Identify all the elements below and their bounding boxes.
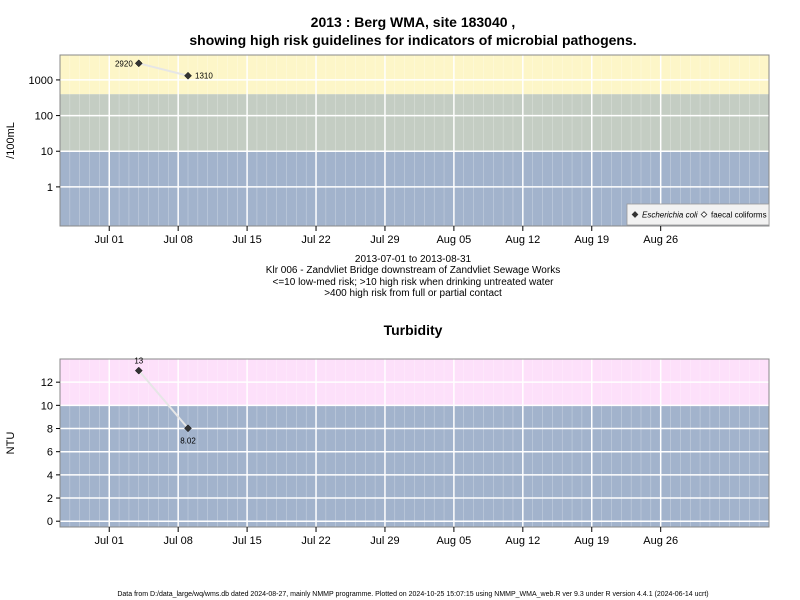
legend-box <box>626 203 770 226</box>
x-tick-label: Jul 22 <box>301 535 330 547</box>
series-line <box>138 369 189 429</box>
turbidity-title: Turbidity <box>384 322 443 338</box>
data-point <box>184 424 192 433</box>
data-label: 2920 <box>115 59 133 68</box>
x-tick-label: Jul 01 <box>95 234 124 246</box>
y-tick-label: 1 <box>47 182 53 194</box>
plot-frame <box>59 358 770 528</box>
x-tick-label: Jul 29 <box>370 234 399 246</box>
x-tick-label: Jul 22 <box>301 234 330 246</box>
legend-open-diamond-icon <box>700 211 708 218</box>
legend-filled-diamond-icon <box>631 211 639 218</box>
x-tick-label: Jul 08 <box>163 234 192 246</box>
plot-frame <box>59 54 770 227</box>
y-tick-label: 2 <box>47 493 53 505</box>
legend-entry-label: faecal coliforms <box>711 211 767 220</box>
x-tick-label: Aug 19 <box>574 535 609 547</box>
x-tick-label: Aug 12 <box>505 535 540 547</box>
data-label: 13 <box>134 357 143 366</box>
caption-line2: Klr 006 - Zandvliet Bridge downstream of… <box>266 265 560 276</box>
x-tick-label: Jul 08 <box>163 535 192 547</box>
series-line <box>138 62 189 77</box>
y-tick-label: 100 <box>35 111 53 123</box>
microbial-panel: 1 10 100 1000 Jul 01 Jul 08 Jul 15 Jul 22 Jul 29… <box>5 54 770 246</box>
data-point <box>134 59 143 68</box>
caption-line1: 2013-07-01 to 2013-08-31 <box>355 254 472 265</box>
chart-title-line2: showing high risk guidelines for indicat… <box>189 32 636 48</box>
x-tick-label: Aug 19 <box>574 234 609 246</box>
x-tick-label: Aug 05 <box>436 234 471 246</box>
data-label: 1310 <box>195 72 213 81</box>
x-tick-label: Jul 01 <box>95 535 124 547</box>
y-tick-label: 8 <box>47 424 53 436</box>
y-tick-label: 6 <box>47 447 53 459</box>
turbidity-panel: 0 2 4 6 8 10 12 Jul 01 Jul 08 Jul 15 Jul 22 Jul 29 A… <box>5 357 770 547</box>
x-tick-label: Aug 05 <box>436 535 471 547</box>
y-tick-label: 4 <box>47 470 53 482</box>
x-tick-label: Jul 15 <box>232 535 261 547</box>
data-point <box>134 366 143 375</box>
x-tick-label: Aug 12 <box>505 234 540 246</box>
legend-entry-label: Escherichia coli <box>642 211 698 220</box>
x-tick-label: Aug 26 <box>643 234 678 246</box>
minor-grid <box>59 55 770 226</box>
x-tick-label: Aug 26 <box>643 535 678 547</box>
x-tick-label: Jul 15 <box>232 234 261 246</box>
legend: Escherichia coli faecal coliforms <box>626 203 770 226</box>
y-tick-label: 1000 <box>29 75 53 87</box>
footer-note: Data from D:/data_large/wq/wms.db dated … <box>117 591 708 598</box>
data-point <box>184 71 192 80</box>
caption-line4: >400 high risk from full or partial cont… <box>324 288 502 299</box>
y-tick-label: 12 <box>41 377 53 389</box>
chart-title-line1: 2013 : Berg WMA, site 183040 , <box>311 14 516 30</box>
y-tick-label: 10 <box>41 146 53 158</box>
data-label: 8.02 <box>180 436 196 445</box>
y-axis-label: /100mL <box>5 122 17 159</box>
y-tick-label: 10 <box>41 400 53 412</box>
x-tick-label: Jul 29 <box>370 535 399 547</box>
y-axis-label: NTU <box>5 432 17 455</box>
y-tick-label: 0 <box>47 516 53 528</box>
caption-line3: <=10 low-med risk; >10 high risk when dr… <box>273 277 555 288</box>
